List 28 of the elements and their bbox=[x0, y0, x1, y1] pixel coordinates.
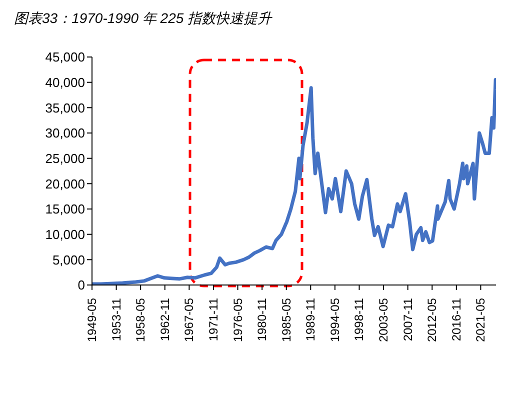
x-tick-label: 2016-11 bbox=[449, 298, 464, 342]
y-tick-label: 30,000 bbox=[45, 126, 85, 141]
x-tick-label: 2021-05 bbox=[474, 298, 488, 342]
y-tick-label: 10,000 bbox=[45, 226, 85, 242]
y-tick-label: 20,000 bbox=[45, 176, 85, 192]
y-tick-label: 15,000 bbox=[45, 202, 85, 217]
x-tick-label: 1985-05 bbox=[279, 298, 294, 342]
y-tick-label: 25,000 bbox=[45, 150, 85, 166]
y-tick-label: 40,000 bbox=[45, 74, 85, 90]
x-tick-label: 1967-05 bbox=[182, 298, 196, 342]
x-tick-label: 1980-11 bbox=[255, 298, 270, 342]
y-tick-label: 35,000 bbox=[45, 100, 85, 116]
x-tick-label: 1962-11 bbox=[158, 298, 172, 342]
x-tick-label: 1989-11 bbox=[304, 298, 318, 342]
y-tick-label: 5,000 bbox=[52, 252, 85, 268]
x-tick-label: 1994-05 bbox=[328, 298, 342, 342]
x-tick-label: 1998-11 bbox=[352, 298, 366, 342]
x-tick-label: 1976-05 bbox=[230, 298, 245, 342]
y-tick-label: 0 bbox=[78, 278, 85, 293]
y-tick-label: 45,000 bbox=[45, 50, 85, 65]
x-tick-label: 1953-11 bbox=[109, 298, 124, 342]
x-tick-label: 1971-11 bbox=[206, 298, 220, 342]
x-tick-label: 2003-05 bbox=[376, 298, 391, 342]
x-tick-label: 2012-05 bbox=[425, 298, 440, 342]
chart-title: 图表33：1970-1990 年 225 指数快速提升 bbox=[13, 9, 274, 28]
x-tick-label: 1949-05 bbox=[85, 298, 99, 342]
x-tick-label: 1958-05 bbox=[134, 298, 148, 342]
x-tick-label: 2007-11 bbox=[400, 298, 415, 342]
